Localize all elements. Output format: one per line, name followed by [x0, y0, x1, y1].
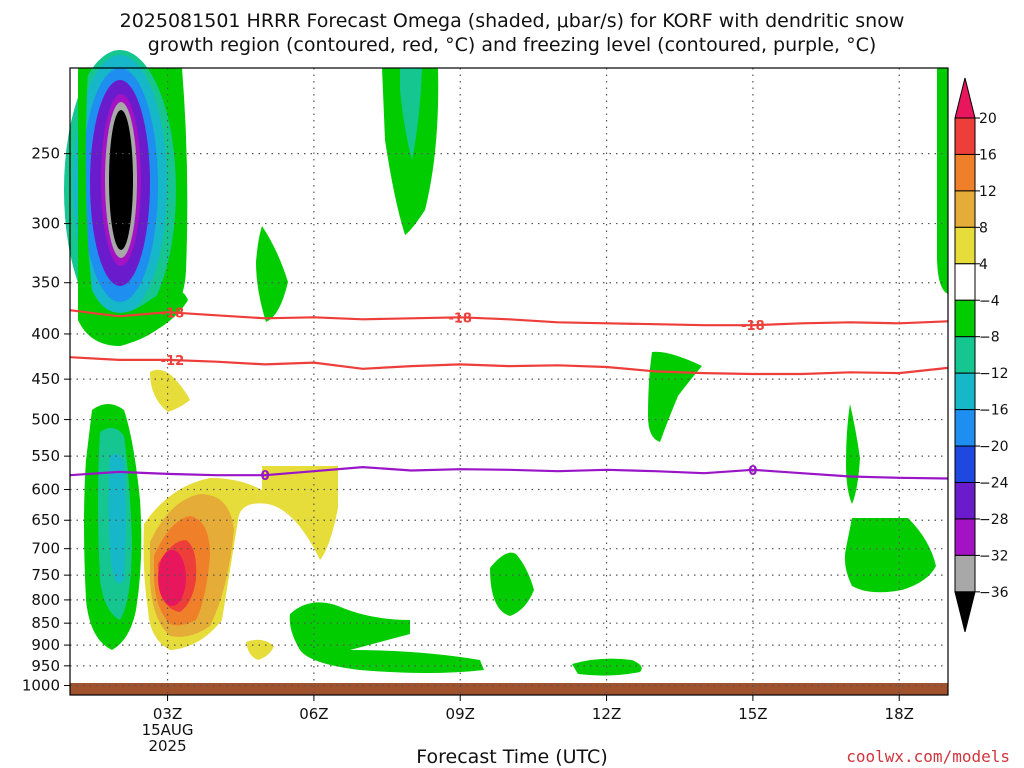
ascent-blob-05z [256, 226, 288, 322]
colorbar-label-12: −32 [979, 548, 1009, 564]
y-tick-label-900: 900 [31, 636, 60, 654]
y-tick-label-450: 450 [31, 370, 60, 388]
ascent-blob-17z-550 [846, 404, 860, 504]
descent-blob-03z-450 [150, 369, 190, 412]
colorbar-box-8 [954, 372, 976, 411]
contour-label-0-1: 0 [748, 464, 757, 479]
colorbar-box-13 [954, 554, 976, 593]
x-tick-label-09Z: 09Z [446, 705, 475, 723]
ascent-blob-10z-800 [490, 552, 534, 616]
contour-lines: -18 -18 -18 -12 0 0 [69, 307, 949, 484]
colorbar-label-5: −4 [979, 293, 1000, 309]
colorbar-label-13: −36 [979, 585, 1009, 601]
contour-line--18 [69, 309, 949, 327]
colorbar-box-6 [954, 299, 976, 338]
colorbar-label-0: 20 [979, 111, 997, 127]
surface-ground-strip [70, 683, 948, 695]
colorbar-label-4: 4 [979, 257, 988, 273]
ascent-core-upper-min [109, 110, 133, 250]
colorbar-box-12 [954, 518, 976, 556]
y-tick-label-700: 700 [31, 540, 60, 558]
colorbar-bottom-arrow [954, 591, 976, 632]
x-tick-label-18Z: 18Z [885, 705, 914, 723]
colorbar-label-10: −24 [979, 476, 1009, 492]
colorbar-top-arrow [954, 77, 976, 119]
colorbar-box-9 [954, 409, 976, 447]
colorbar-label-1: 16 [979, 147, 997, 163]
omega-shading [64, 50, 948, 695]
colorbar-box-1 [954, 117, 976, 155]
ascent-core-upper-fringe [78, 68, 188, 346]
ascent-blob-13z-450 [648, 351, 702, 442]
x-tick-year-03Z: 2025 [148, 737, 186, 755]
ascent-band-08z-m12 [400, 68, 422, 160]
descent-blob-05z-950 [246, 639, 274, 660]
colorbar-box-3 [954, 190, 976, 228]
y-tick-label-800: 800 [31, 591, 60, 609]
credit-link[interactable]: coolwx.com/models [846, 747, 1010, 766]
contour-label-0-0: 0 [261, 469, 270, 484]
contour-label--18-0: -18 [161, 307, 185, 322]
ascent-low-left-m16 [108, 454, 126, 584]
colorbar-box-10 [954, 445, 976, 483]
x-tick-date-03Z: 15AUG [142, 721, 194, 739]
colorbar-label-11: −28 [979, 512, 1009, 528]
contour-line-0 [69, 465, 949, 480]
colorbar-label-2: 12 [979, 184, 997, 200]
colorbar-box-7 [954, 336, 976, 374]
x-axis-label: Forecast Time (UTC) [416, 746, 608, 768]
colorbar-box-11 [954, 482, 976, 520]
contour-label--12-0: -12 [161, 354, 185, 369]
y-tick-label-350: 350 [31, 274, 60, 292]
chart-title-line2: growth region (contoured, red, °C) and f… [147, 34, 877, 56]
ascent-low-06z-08z [289, 602, 484, 673]
y-tick-label-300: 300 [31, 215, 60, 233]
y-tick-label-650: 650 [31, 511, 60, 529]
y-axis: 250 300 350 400 450 500 550 600 650 700 750 800 850 9… [22, 145, 70, 695]
x-tick-label-12Z: 12Z [592, 705, 621, 723]
colorbar-label-7: −12 [979, 366, 1009, 382]
colorbar-box-2 [954, 153, 976, 192]
colorbar-box-5 [954, 263, 976, 301]
x-tick-label-06Z: 06Z [299, 705, 328, 723]
descent-low-max [158, 550, 186, 606]
ascent-strip-19z [937, 68, 948, 294]
y-tick-label-250: 250 [31, 145, 60, 163]
y-tick-label-1000: 1000 [22, 677, 60, 695]
contour-label--18-2: -18 [741, 319, 765, 334]
ascent-blob-17z-750 [844, 518, 936, 593]
chart-title-line1: 2025081501 HRRR Forecast Omega (shaded, … [119, 10, 905, 32]
y-tick-label-750: 750 [31, 566, 60, 584]
x-tick-label-03Z: 03Z [153, 705, 182, 723]
y-tick-label-850: 850 [31, 614, 60, 632]
contour-line--12 [69, 356, 949, 376]
colorbar-label-3: 8 [979, 220, 988, 236]
x-tick-label-15Z: 15Z [738, 705, 767, 723]
y-tick-label-550: 550 [31, 447, 60, 465]
y-tick-label-400: 400 [31, 325, 60, 343]
grid-lines [70, 68, 948, 695]
colorbar-label-8: −16 [979, 403, 1009, 419]
y-tick-label-500: 500 [31, 411, 60, 429]
colorbar-box-4 [954, 226, 976, 265]
colorbar: 20 16 12 8 4 −4 −8 −12 −16 −20 −24 −28 −32 −36 [954, 77, 1009, 632]
colorbar-label-9: −20 [979, 439, 1009, 455]
plot-frame [69, 67, 949, 696]
colorbar-label-6: −8 [979, 330, 1000, 346]
plot-border [69, 67, 949, 696]
contour-label--18-1: -18 [448, 311, 472, 326]
y-tick-label-600: 600 [31, 481, 60, 499]
y-tick-label-950: 950 [31, 657, 60, 675]
